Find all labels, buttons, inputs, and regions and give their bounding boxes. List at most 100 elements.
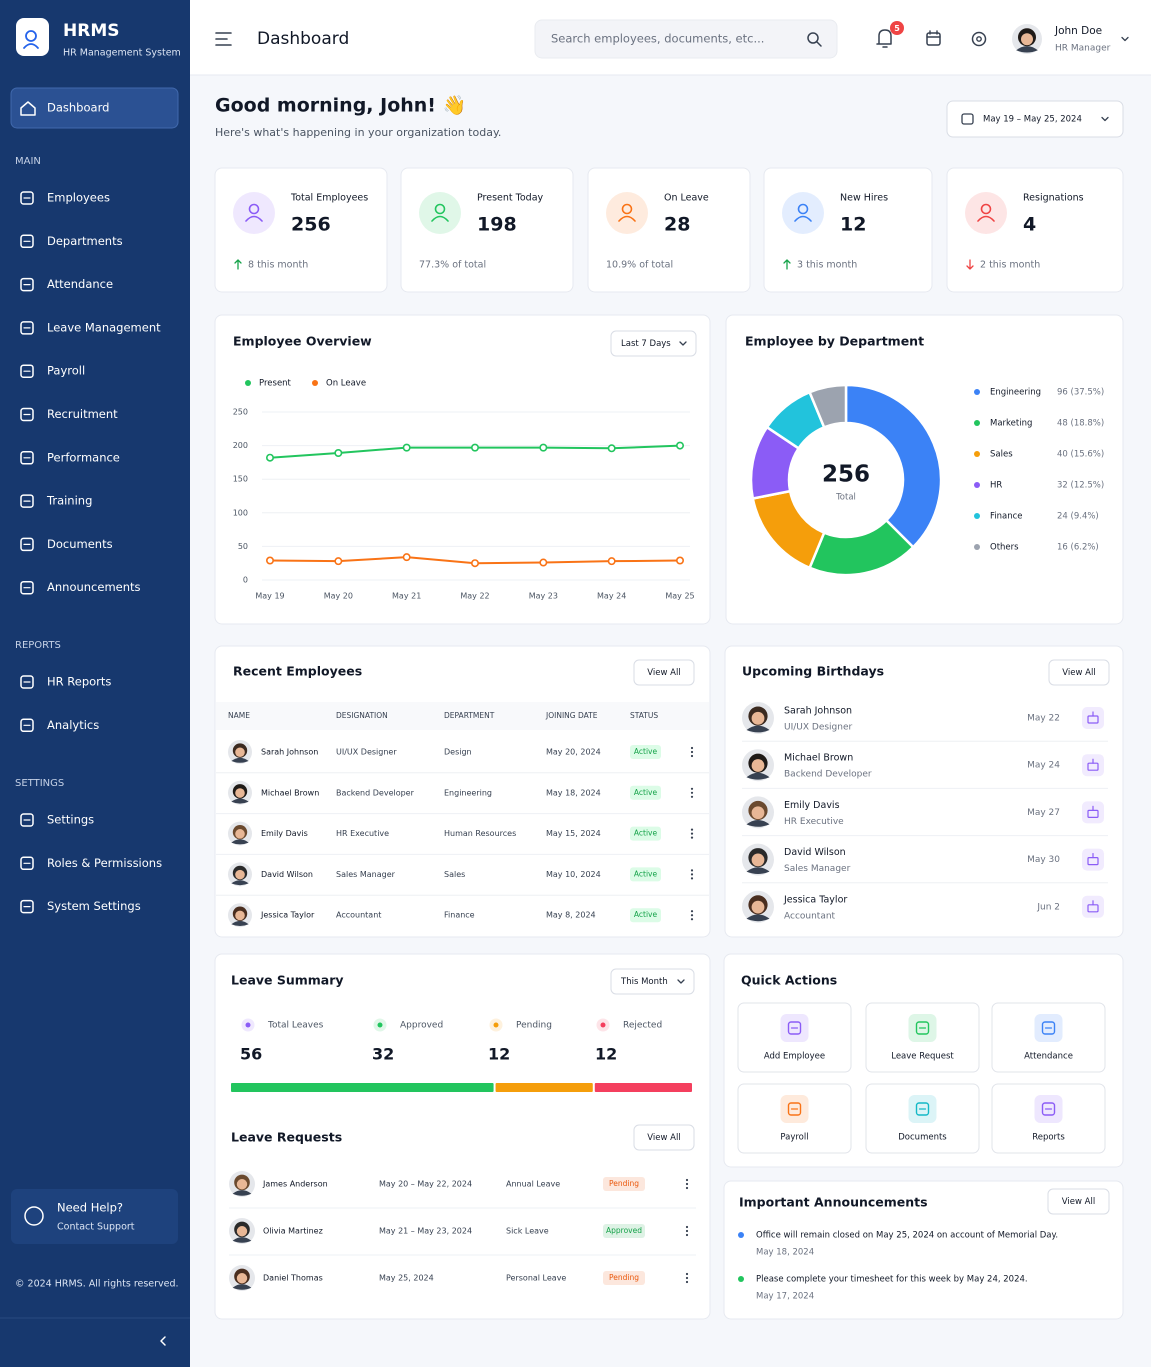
y-tick-label: 100: [233, 508, 248, 517]
person-name: Sarah Johnson: [784, 706, 852, 717]
person-name: Jessica Taylor: [783, 894, 847, 905]
x-tick-label: May 22: [460, 592, 489, 601]
table-header: [216, 702, 709, 730]
data-point: [675, 441, 684, 450]
quick-action[interactable]: [991, 1002, 1106, 1073]
avatar-body: [1016, 46, 1038, 53]
search[interactable]: [534, 19, 838, 59]
quick-action-label: Attendance: [1024, 1052, 1073, 1062]
stat-label: Resignations: [1023, 193, 1084, 204]
gift-button[interactable]: [1082, 707, 1104, 729]
data-point: [675, 556, 684, 565]
status-pill: [603, 1224, 645, 1238]
data-point: [334, 448, 343, 457]
cell: May 15, 2024: [546, 829, 601, 838]
icon: [1041, 1021, 1056, 1035]
birthday-date: May 22: [1027, 714, 1060, 724]
nav-section-title: SETTINGS: [15, 778, 64, 789]
quick-action[interactable]: [865, 1002, 980, 1073]
gift-button[interactable]: [1082, 754, 1104, 777]
announcement-date: May 18, 2024: [756, 1248, 814, 1258]
donut-segment: [844, 383, 943, 549]
quick-action[interactable]: [865, 1083, 980, 1154]
button[interactable]: [1047, 1188, 1110, 1215]
summary-icon-dot: [600, 1022, 606, 1028]
data-point: [402, 443, 411, 452]
status-pill: [630, 826, 661, 841]
nav-item[interactable]: [11, 353, 178, 389]
kebab-dot: [690, 869, 694, 872]
cell: Sick Leave: [506, 1227, 549, 1236]
calendar-icon[interactable]: [926, 32, 941, 46]
cell: May 8, 2024: [546, 911, 596, 920]
kebab-dot: [685, 1229, 689, 1233]
nav-item[interactable]: [11, 483, 178, 519]
nav-label: HR Reports: [47, 675, 111, 689]
summary-label: Rejected: [623, 1021, 662, 1031]
status-pill: [630, 785, 661, 800]
kebab-dot: [685, 1272, 689, 1276]
status: Active: [634, 910, 658, 919]
summary-value: 12: [488, 1045, 510, 1064]
kebab-dot: [685, 1186, 689, 1190]
gift-button[interactable]: [1082, 848, 1104, 871]
x-tick-label: May 23: [529, 592, 558, 601]
logo: [16, 18, 49, 56]
nav-label: Roles & Permissions: [47, 856, 162, 870]
nav-label: Recruitment: [47, 407, 118, 421]
quick-action[interactable]: [737, 1083, 852, 1154]
gift-button[interactable]: [1082, 801, 1104, 824]
quick-action[interactable]: [737, 1002, 852, 1073]
quick-action[interactable]: [991, 1083, 1106, 1154]
cell: May 20, 2024: [546, 748, 601, 757]
notification-count: 5: [894, 24, 900, 33]
help-box[interactable]: [11, 1189, 178, 1244]
summary-bar-segment: [231, 1083, 494, 1092]
nav-item-active[interactable]: [10, 87, 179, 129]
avatar-face: [235, 747, 245, 758]
stat-icon: [797, 203, 809, 215]
card-title: Important Announcements: [739, 1195, 928, 1210]
date-range[interactable]: [946, 100, 1124, 138]
legend-label: On Leave: [326, 379, 366, 389]
icon: [20, 537, 34, 552]
user-role: HR Manager: [1055, 44, 1111, 54]
legend-value: 32 (12.5%): [1057, 481, 1104, 491]
person-role: Accountant: [784, 911, 836, 921]
icon: [20, 234, 34, 249]
button[interactable]: [610, 968, 695, 995]
summary-label: Pending: [516, 1021, 552, 1031]
status: Active: [634, 788, 658, 797]
cell: Accountant: [336, 911, 381, 920]
birthday-date: May 24: [1027, 761, 1060, 771]
stat-value: 4: [1023, 214, 1036, 236]
cell: Design: [444, 748, 472, 757]
nav-item[interactable]: [11, 802, 178, 838]
stat-icon: [431, 215, 449, 222]
cell: HR Executive: [336, 829, 389, 838]
donut-center-label: Total: [835, 493, 856, 503]
summary-value: 32: [372, 1045, 394, 1064]
avatar-body: [746, 914, 770, 922]
avatar-face: [236, 1273, 248, 1284]
legend-label: Others: [990, 543, 1019, 553]
avatar-face: [751, 759, 765, 772]
icon: [20, 899, 34, 914]
button[interactable]: [1048, 659, 1110, 686]
data-point: [539, 558, 548, 567]
kebab-dot: [685, 1276, 689, 1280]
icon: [915, 1102, 930, 1116]
gift-button[interactable]: [1082, 895, 1104, 918]
summary-icon-dot: [493, 1022, 499, 1028]
button[interactable]: [610, 330, 697, 357]
legend-value: 48 (18.8%): [1057, 419, 1104, 429]
button-label: This Month: [620, 977, 668, 987]
cell: Sarah Johnson: [261, 748, 318, 757]
cell: Michael Brown: [261, 788, 319, 797]
button[interactable]: [633, 1124, 695, 1151]
stat-icon: [245, 215, 263, 222]
button[interactable]: [633, 659, 695, 686]
icon: [20, 675, 34, 689]
